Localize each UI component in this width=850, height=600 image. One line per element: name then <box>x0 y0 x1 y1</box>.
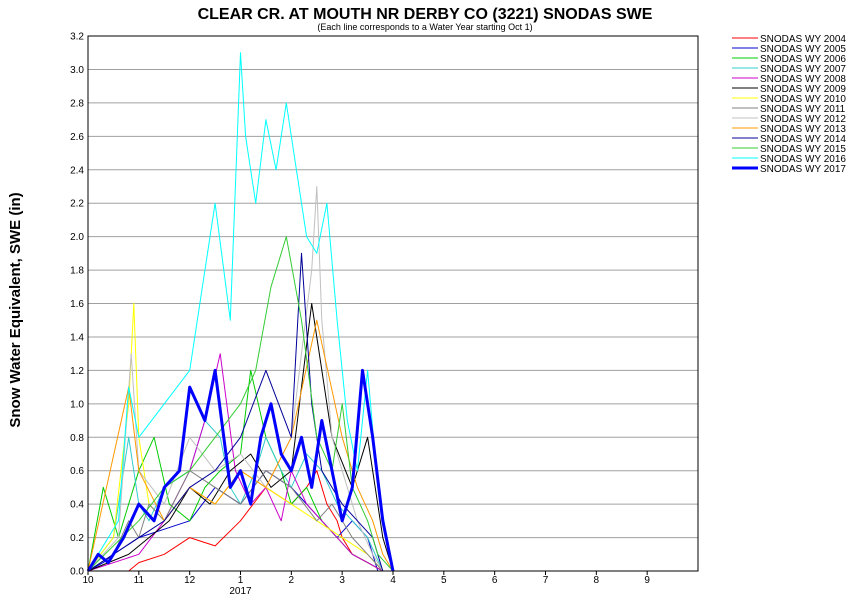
legend-entry: SNODAS WY 2010 <box>760 94 846 105</box>
series-line <box>87 186 384 572</box>
x-tick-sublabel: 2017 <box>229 586 252 597</box>
x-tick-label: 11 <box>134 575 145 586</box>
legend-entry: SNODAS WY 2016 <box>760 154 846 165</box>
x-tick-label: 10 <box>82 575 94 586</box>
y-tick-label: 0.8 <box>70 433 84 444</box>
y-tick-label: 2.6 <box>70 132 84 143</box>
y-tick-label: 1.6 <box>70 299 84 310</box>
legend-entry: SNODAS WY 2015 <box>760 144 846 155</box>
y-tick-label: 3.2 <box>70 32 84 43</box>
y-tick-label: 1.0 <box>70 399 84 410</box>
y-tick-label: 2.8 <box>70 98 84 109</box>
y-tick-label: 2.4 <box>70 165 84 176</box>
y-tick-label: 0.0 <box>70 567 84 578</box>
legend-entry: SNODAS WY 2004 <box>760 34 846 45</box>
series-lines <box>86 52 395 572</box>
y-ticks: 0.0 0.2 0.4 0.6 0.8 1.0 1.2 1.4 1.6 1.8 2.0 2.2 2.4 2… <box>70 32 84 578</box>
y-axis-label: Snow Water Equivalent, SWE (in) <box>7 192 24 427</box>
series-line <box>87 236 394 572</box>
series-line <box>87 470 384 572</box>
y-tick-label: 0.2 <box>70 533 84 544</box>
series-line <box>86 368 395 572</box>
series-line <box>87 303 394 572</box>
y-tick-label: 0.6 <box>70 466 84 477</box>
legend-entry: SNODAS WY 2009 <box>760 84 846 95</box>
chart-subtitle: (Each line corresponds to a Water Year s… <box>317 22 532 32</box>
legend-entry: SNODAS WY 2007 <box>760 64 846 75</box>
legend-entry: SNODAS WY 2012 <box>760 114 846 125</box>
x-tick-label: 2 <box>289 575 295 586</box>
x-tick-label: 3 <box>339 575 345 586</box>
x-tick-label: 9 <box>644 575 650 586</box>
x-tick-label: 8 <box>594 575 600 586</box>
y-tick-label: 0.4 <box>70 500 84 511</box>
series-line <box>87 252 384 572</box>
legend-entry: SNODAS WY 2005 <box>760 44 846 55</box>
legend-entry: SNODAS WY 2013 <box>760 124 846 135</box>
legend-entry: SNODAS WY 2006 <box>760 54 846 65</box>
x-tick-label: 12 <box>184 575 196 586</box>
x-ticks: 10 11 12 1 2 3 4 5 6 7 8 9 <box>82 571 650 586</box>
y-tick-label: 1.8 <box>70 266 84 277</box>
x-tick-label: 5 <box>441 575 447 586</box>
y-tick-label: 1.2 <box>70 366 84 377</box>
x-tick-label: 1 <box>238 575 244 586</box>
y-tick-label: 1.4 <box>70 332 84 343</box>
x-tick-label: 7 <box>543 575 549 586</box>
legend-entry: SNODAS WY 2011 <box>760 104 846 115</box>
y-tick-label: 3.0 <box>70 65 84 76</box>
x-tick-label: 4 <box>390 575 396 586</box>
series-line <box>87 319 394 572</box>
legend-entry: SNODAS WY 2017 <box>760 164 846 175</box>
y-tick-label: 2.2 <box>70 199 84 210</box>
series-line <box>87 52 394 572</box>
legend-entry: SNODAS WY 2014 <box>760 134 846 145</box>
chart-title: CLEAR CR. AT MOUTH NR DERBY CO (3221) SN… <box>198 6 653 23</box>
y-tick-label: 2.0 <box>70 232 84 243</box>
x-tick-label: 6 <box>492 575 498 586</box>
plot-frame <box>87 35 699 572</box>
legend-entry: SNODAS WY 2008 <box>760 74 846 85</box>
